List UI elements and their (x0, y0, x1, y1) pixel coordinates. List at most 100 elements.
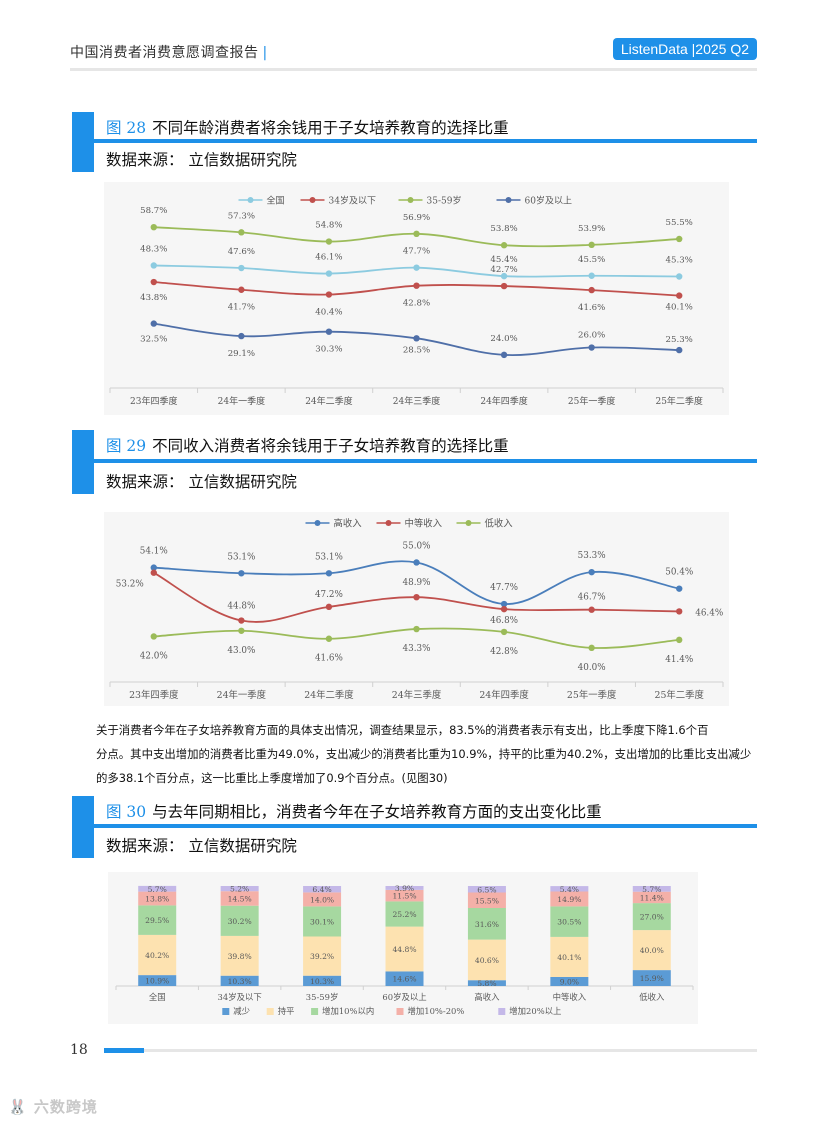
data-point (413, 335, 420, 342)
bar-segment-label: 44.8% (392, 945, 416, 954)
x-tick-label: 高收入 (474, 992, 500, 1002)
bar-segment-0 (467, 980, 506, 986)
data-point (325, 270, 333, 277)
legend-label: 34岁及以下 (329, 195, 376, 207)
data-point (238, 264, 245, 272)
bar-segment-label: 6.5% (477, 885, 496, 894)
data-label: 46.8% (490, 616, 518, 626)
data-point (588, 272, 595, 279)
data-label: 43.0% (227, 646, 255, 656)
data-point (500, 242, 508, 249)
bar-segment-2 (467, 908, 506, 940)
data-label: 40.4% (315, 308, 342, 318)
data-point (325, 603, 333, 611)
bar-segment-label: 39.8% (228, 952, 252, 961)
bar-segment-3 (303, 892, 342, 907)
figure-accent-bar (72, 112, 94, 172)
bar-segment-label: 11.5% (392, 892, 416, 901)
legend-label: 增加10%以内 (322, 1006, 374, 1016)
figure-underline (94, 824, 757, 828)
bar-segment-3 (632, 891, 671, 904)
bar-segment-0 (632, 970, 671, 986)
x-tick-label: 25年二季度 (654, 689, 703, 701)
bar-segment-label: 40.1% (557, 953, 581, 962)
bar-segment-label: 9.0% (560, 978, 579, 987)
bar-segment-1 (385, 926, 424, 972)
data-point (500, 272, 508, 280)
legend-swatch-marker (385, 520, 392, 526)
x-tick-label: 24年三季度 (392, 689, 441, 701)
legend-label: 低收入 (485, 518, 514, 530)
data-point (150, 278, 157, 286)
data-label: 55.5% (666, 218, 693, 228)
bar-segment-label: 15.9% (640, 974, 664, 983)
data-label: 47.7% (490, 583, 518, 593)
legend-label: 增加10%-20% (408, 1006, 465, 1016)
page-number: 18 (70, 1042, 88, 1058)
data-point (238, 570, 245, 577)
data-label: 53.9% (578, 224, 605, 234)
legend-label: 中等收入 (405, 518, 443, 530)
data-point (676, 346, 683, 354)
figure-underline (94, 139, 757, 143)
data-point (150, 564, 157, 571)
bar-segment-2 (385, 901, 424, 927)
legend-swatch-marker (465, 520, 472, 526)
paragraph-line: 关于消费者今年在子女培养教育方面的具体支出情况，调查结果显示，83.5%的消费者… (96, 723, 709, 737)
data-label: 26.0% (578, 331, 605, 341)
data-point (238, 627, 245, 634)
legend-swatch (311, 1008, 319, 1015)
bar-segment-4 (220, 886, 259, 892)
data-point (325, 635, 333, 642)
data-point (238, 286, 245, 293)
data-point (413, 264, 420, 271)
legend-swatch (222, 1008, 230, 1015)
x-tick-label: 60岁及以上 (382, 992, 426, 1002)
bar-segment-0 (220, 975, 259, 986)
data-point (150, 223, 157, 231)
chart-30: 10.9% 40.2% 29.5% 13.8% 5.7% 全国 10.3% 39.8% 30.2… (108, 872, 698, 1024)
bar-segment-2 (138, 905, 177, 935)
bar-segment-3 (467, 892, 506, 908)
figure-accent-bar (72, 430, 94, 494)
figure-29-title: 图 29 不同收入消费者将余钱用于子女培养教育的选择比重 (106, 434, 509, 456)
data-point (325, 238, 333, 245)
data-label: 45.4% (490, 255, 517, 265)
chart-29: 高收入 中等收入 低收入 23年四季度 24年一季度 24年二季度 24年三季度 24年四季度… (104, 512, 729, 706)
data-label: 40.0% (578, 663, 606, 673)
data-label: 24.0% (490, 334, 517, 344)
bar-segment-label: 30.2% (228, 917, 252, 926)
data-label: 45.3% (666, 255, 693, 265)
legend-label: 增加20%以上 (509, 1006, 561, 1016)
bar-segment-4 (385, 886, 424, 890)
figure-number: 图 30 (106, 803, 147, 821)
data-point (500, 628, 508, 636)
x-tick-label: 25年一季度 (567, 689, 616, 701)
data-label: 43.3% (403, 644, 431, 654)
x-tick-label: 24年三季度 (393, 395, 440, 407)
legend-swatch-marker (247, 197, 254, 203)
data-point (676, 273, 683, 280)
figure-28-title: 图 28 不同年龄消费者将余钱用于子女培养教育的选择比重 (106, 116, 509, 138)
figure-30-header: 图 30 与去年同期相比，消费者今年在子女培养教育方面的支出变化比重 数据来源： … (72, 796, 757, 858)
bar-segment-label: 40.2% (145, 951, 169, 960)
data-label: 50.4% (665, 568, 693, 578)
data-label: 42.8% (490, 647, 518, 657)
brand-badge: ListenData |2025 Q2 (612, 38, 757, 60)
data-point (588, 606, 595, 613)
paragraph-line: 分点。其中支出增加的消费者比重为49.0%，支出减少的消费者比重为10.9%，持… (96, 747, 752, 761)
data-label: 29.1% (228, 349, 255, 359)
report-title: 中国消费者消费意愿调查报告 | (70, 42, 268, 62)
data-label: 44.8% (227, 602, 255, 612)
bar-segment-label: 27.0% (640, 913, 664, 922)
bar-segment-label: 10.9% (145, 977, 169, 986)
data-label: 46.7% (578, 593, 606, 603)
figure-title-text: 不同收入消费者将余钱用于子女培养教育的选择比重 (152, 437, 509, 455)
data-label: 45.5% (578, 255, 605, 265)
data-point (413, 593, 420, 601)
data-point (150, 262, 157, 269)
x-tick-label: 低收入 (639, 992, 665, 1002)
bar-segment-label: 5.7% (148, 885, 167, 894)
legend-label: 持平 (278, 1006, 295, 1016)
x-tick-label: 34岁及以下 (218, 992, 262, 1002)
